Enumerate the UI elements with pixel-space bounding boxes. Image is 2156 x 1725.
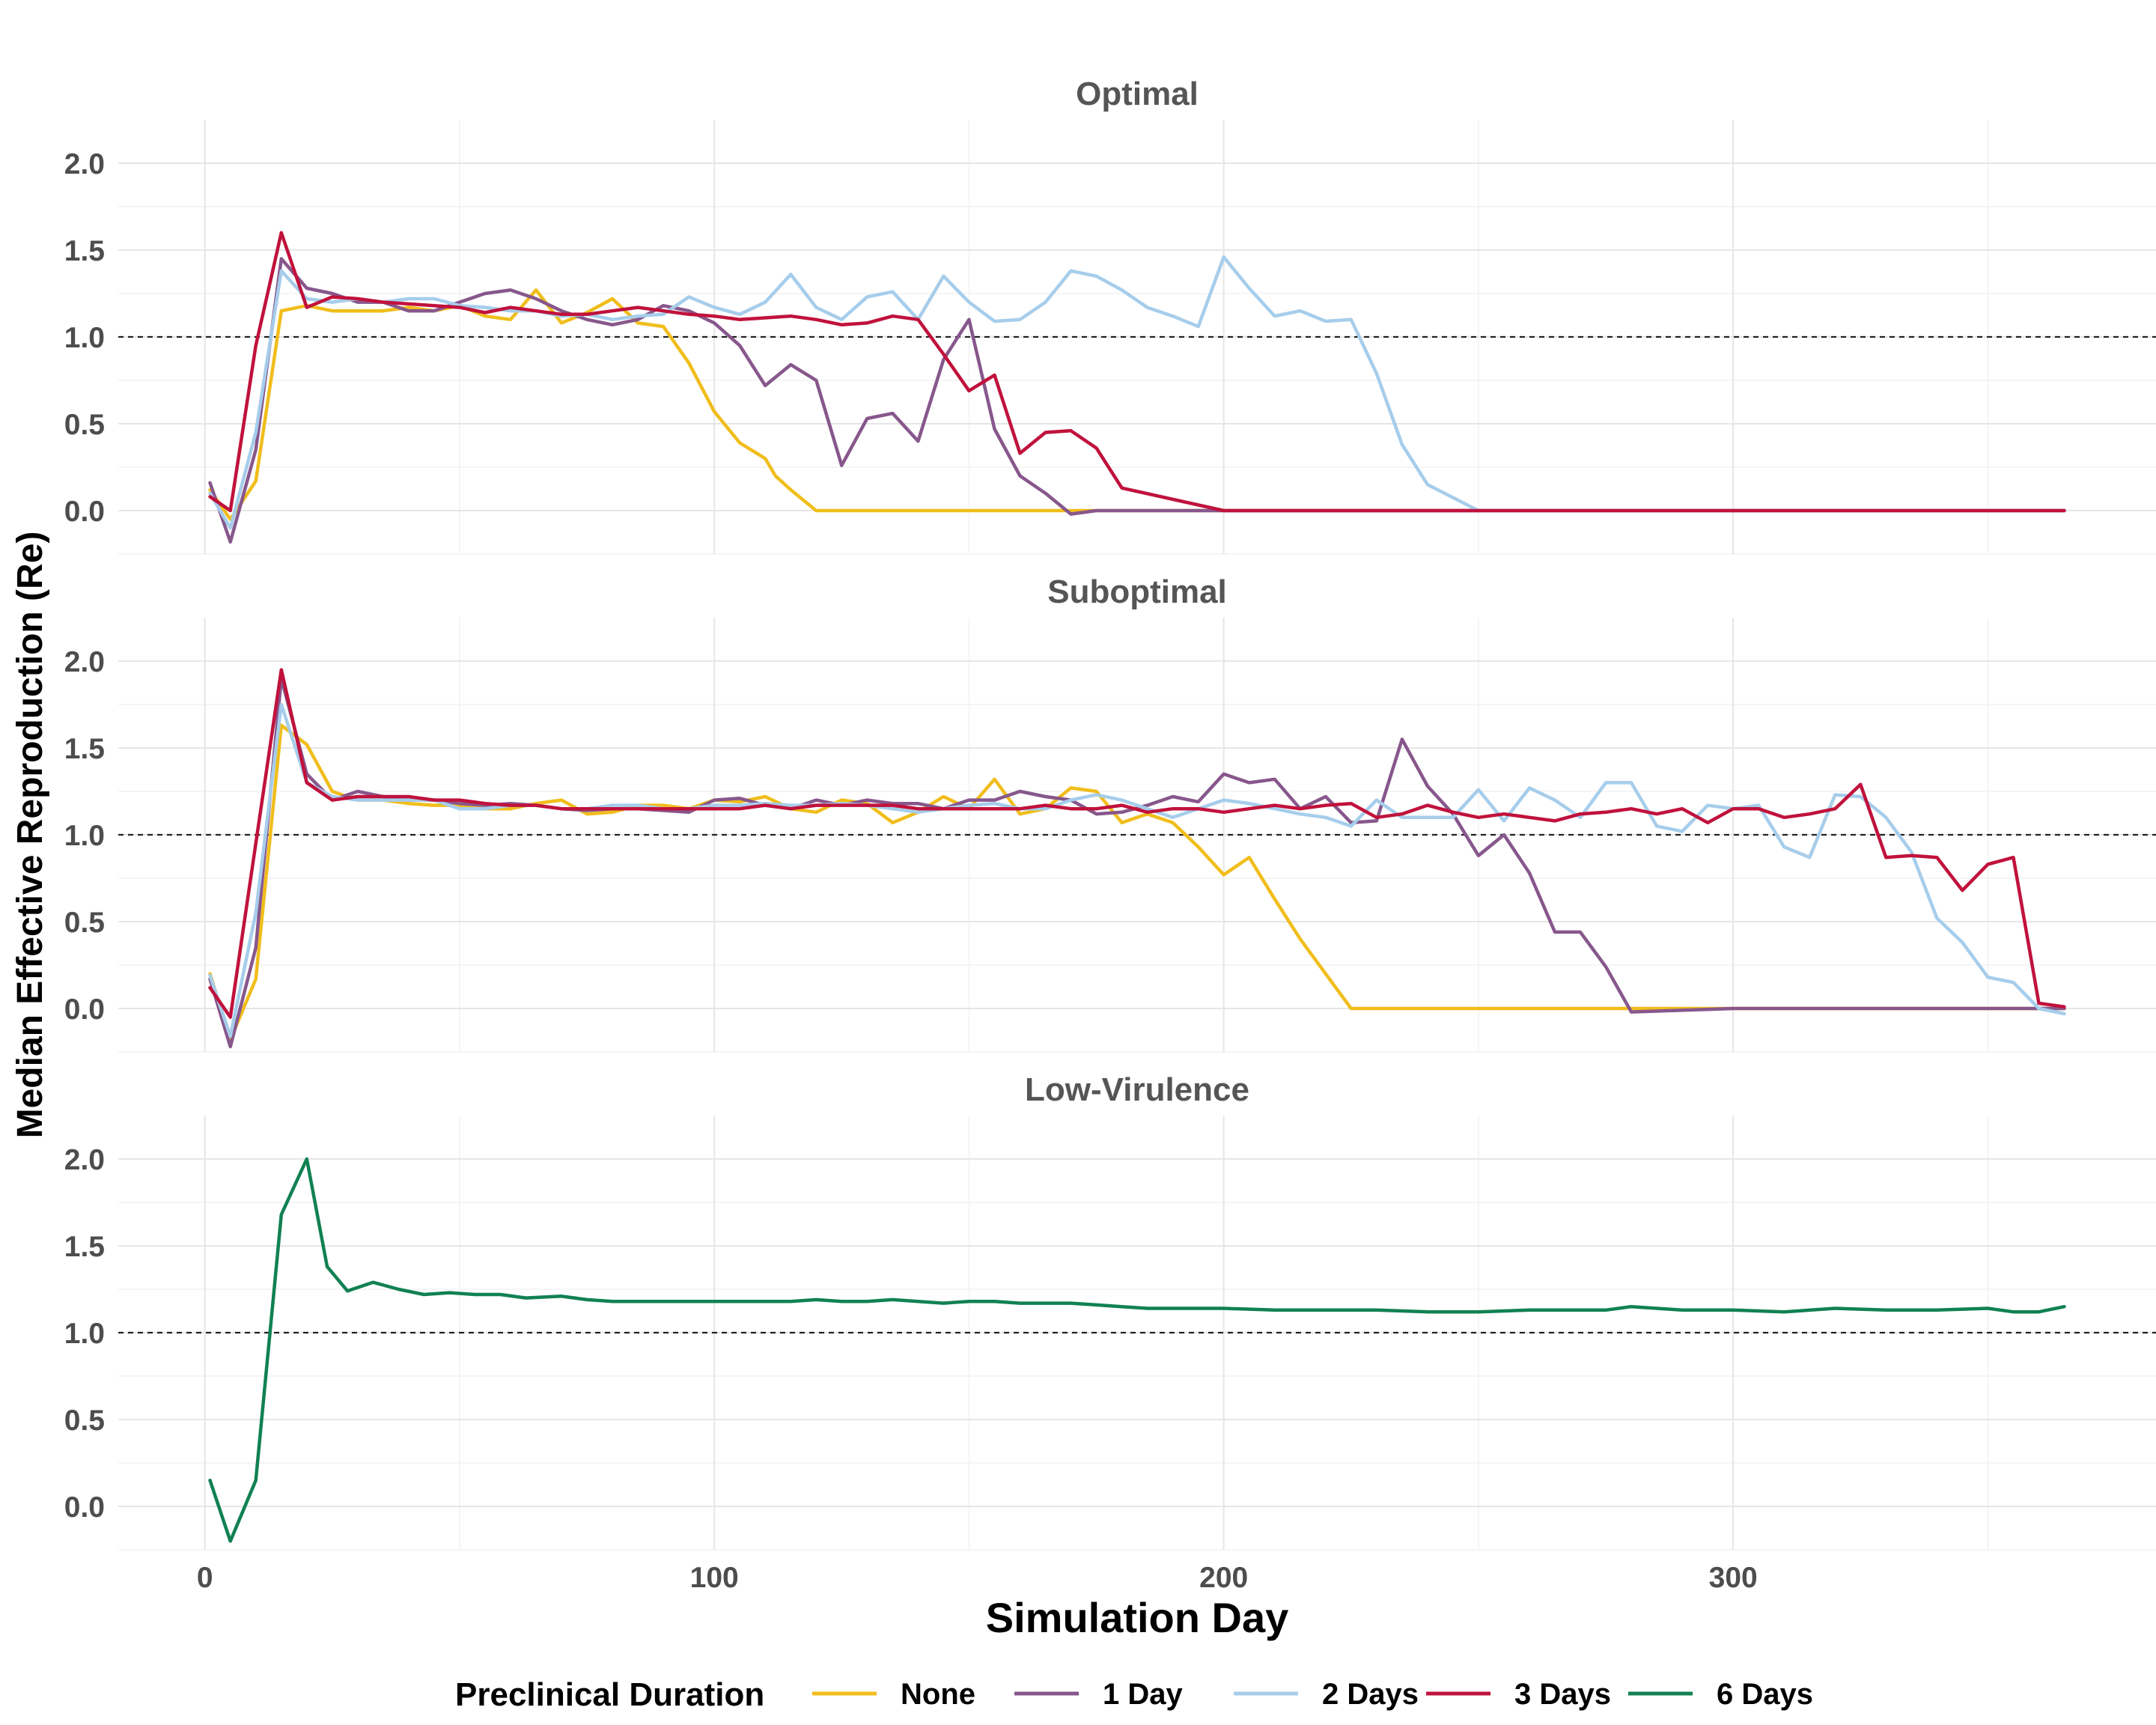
x-axis-title: Simulation Day <box>986 1594 1289 1641</box>
y-tick-label: 0.0 <box>64 496 105 528</box>
series-line-2-days <box>208 255 2066 530</box>
series-line-2-days <box>208 702 2066 1038</box>
y-tick-label: 0.5 <box>64 409 105 441</box>
x-tick-label: 0 <box>197 1562 213 1594</box>
x-tick-label: 300 <box>1709 1562 1758 1594</box>
x-tick-label: 100 <box>690 1562 739 1594</box>
panel-title: Suboptimal <box>1047 574 1227 610</box>
series-line-3-days <box>208 231 2066 513</box>
series-line-none <box>208 288 2066 521</box>
y-tick-label: 1.5 <box>64 235 105 267</box>
legend-label: 6 Days <box>1717 1678 1813 1711</box>
y-tick-label: 1.0 <box>64 820 105 852</box>
series-line-3-days <box>208 668 2066 1019</box>
y-tick-label: 0.0 <box>64 994 105 1026</box>
y-tick-label: 2.0 <box>64 148 105 180</box>
y-tick-label: 0.5 <box>64 1405 105 1437</box>
y-tick-label: 1.0 <box>64 322 105 354</box>
legend-label: 1 Day <box>1103 1678 1183 1711</box>
series-line-none <box>208 723 2066 1042</box>
y-tick-label: 1.5 <box>64 733 105 765</box>
series-line-6-days <box>208 1157 2066 1543</box>
y-tick-label: 2.0 <box>64 646 105 678</box>
y-tick-label: 0.0 <box>64 1491 105 1524</box>
legend-title: Preclinical Duration <box>455 1676 764 1713</box>
y-tick-label: 0.5 <box>64 907 105 939</box>
y-tick-label: 1.5 <box>64 1231 105 1263</box>
y-axis-title: Median Effective Reproduction (Re) <box>10 532 50 1139</box>
x-tick-label: 200 <box>1199 1562 1248 1594</box>
series-line-1-day <box>208 676 2066 1049</box>
legend-label: None <box>901 1678 975 1711</box>
y-tick-label: 2.0 <box>64 1144 105 1176</box>
legend-label: 3 Days <box>1514 1678 1611 1711</box>
panel-title: Low-Virulence <box>1025 1071 1249 1108</box>
legend-label: 2 Days <box>1322 1678 1419 1711</box>
panel-title: Optimal <box>1076 76 1199 112</box>
y-tick-label: 1.0 <box>64 1318 105 1350</box>
